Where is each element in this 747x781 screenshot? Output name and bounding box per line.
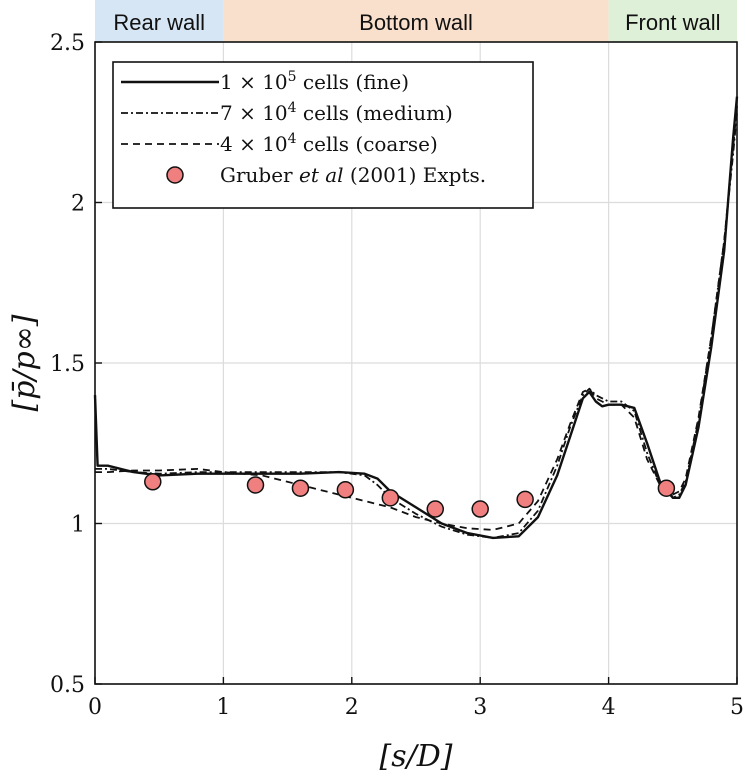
series-line-2 bbox=[95, 106, 738, 531]
data-point-0 bbox=[144, 473, 162, 491]
legend-label-0: 1 × 105 cells (fine) bbox=[220, 69, 409, 94]
experimental-markers bbox=[144, 473, 676, 518]
legend-box bbox=[112, 61, 534, 209]
legend-label-1: 7 × 104 cells (medium) bbox=[220, 100, 453, 125]
region-band-0 bbox=[95, 0, 224, 42]
data-point-7 bbox=[516, 490, 534, 509]
y-tick-label-0: 0.5 bbox=[50, 673, 85, 698]
axis-ticks: 0 1 2 3 4 5 0.5 1 1.5 2 2.5 bbox=[50, 31, 744, 720]
x-tick-label-1: 1 bbox=[216, 695, 230, 720]
data-point-2 bbox=[291, 479, 310, 497]
x-tick-label-0: 0 bbox=[88, 695, 102, 720]
x-axis-title: [s/D] bbox=[380, 739, 453, 774]
data-point-8 bbox=[657, 479, 676, 497]
y-tick-label-4: 2.5 bbox=[50, 31, 85, 56]
region-band-1 bbox=[223, 0, 609, 42]
region-label-2: Front wall bbox=[625, 10, 720, 35]
y-tick-label-2: 1.5 bbox=[50, 352, 85, 377]
x-tick-label-5: 5 bbox=[730, 695, 744, 720]
region-band-2 bbox=[608, 0, 737, 42]
legend-label-3: Gruber et al (2001) Expts. bbox=[220, 163, 486, 187]
x-tick-label-4: 4 bbox=[602, 695, 616, 720]
region-bands: Rear wall Bottom wall Front wall bbox=[95, 0, 737, 42]
region-label-1: Bottom wall bbox=[359, 10, 473, 35]
legend-label-2: 4 × 104 cells (coarse) bbox=[220, 131, 438, 156]
data-point-5 bbox=[426, 500, 445, 518]
series-lines bbox=[93, 96, 739, 540]
data-point-4 bbox=[381, 489, 400, 507]
region-label-0: Rear wall bbox=[113, 10, 205, 35]
y-axis-title: [p̄/p∞] bbox=[7, 314, 42, 411]
y-tick-label-1: 1 bbox=[71, 513, 85, 538]
x-tick-label-2: 2 bbox=[345, 695, 359, 720]
data-point-6 bbox=[471, 500, 489, 518]
legend: 1 × 105 cells (fine) 7 × 104 cells (mediu… bbox=[112, 61, 534, 209]
x-tick-label-3: 3 bbox=[473, 695, 487, 720]
series-line-0 bbox=[93, 96, 739, 540]
y-tick-label-3: 2 bbox=[71, 192, 85, 217]
legend-marker-3 bbox=[166, 166, 184, 184]
data-point-1 bbox=[246, 476, 265, 494]
data-point-3 bbox=[336, 481, 355, 499]
